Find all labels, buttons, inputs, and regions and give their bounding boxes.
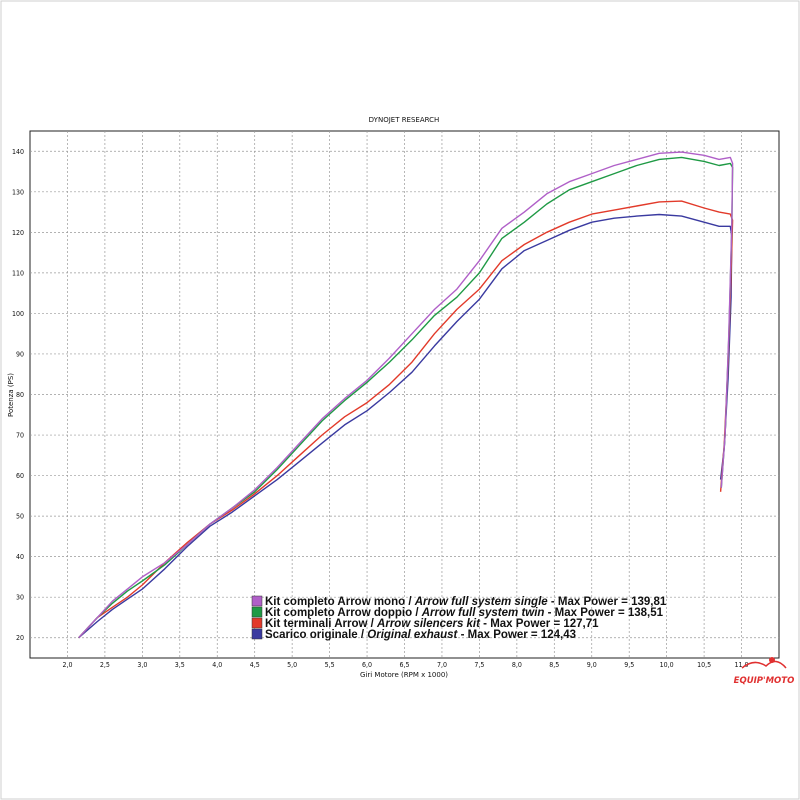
legend-entry-originale: Scarico originale / Original exhaust - M… xyxy=(265,629,576,641)
chart-title: DYNOJET RESEARCH xyxy=(369,116,440,124)
y-tick-label: 50 xyxy=(16,513,24,521)
series-line-terminali xyxy=(78,200,734,639)
legend: Kit completo Arrow mono / Arrow full sys… xyxy=(251,595,667,641)
x-tick-label: 11,0 xyxy=(735,661,749,669)
watermark-text: EQUIP'MOTO xyxy=(734,676,795,686)
y-axis-title: Potenza (PS) xyxy=(7,373,15,417)
y-tick-labels: 20 30 40 50 60 70 80 90 100 110 120 130 140 xyxy=(12,148,24,642)
legend-entry-doppio: Kit completo Arrow doppio / Arrow full s… xyxy=(265,607,664,619)
x-tick-label: 10,0 xyxy=(660,661,674,669)
x-tick-label: 6,0 xyxy=(362,661,372,669)
x-axis-title: Giri Motore (RPM x 1000) xyxy=(360,671,448,679)
y-tick-label: 30 xyxy=(16,594,24,602)
y-tick-label: 110 xyxy=(12,269,24,277)
grid xyxy=(30,131,779,658)
y-tick-label: 60 xyxy=(16,472,24,480)
y-tick-label: 140 xyxy=(12,148,24,156)
legend-swatch-originale xyxy=(251,628,263,640)
y-tick-label: 130 xyxy=(12,188,24,196)
x-tick-label: 6,5 xyxy=(399,661,409,669)
series-line-originale xyxy=(78,213,733,639)
x-tick-label: 3,0 xyxy=(137,661,147,669)
legend-entry-mono: Kit completo Arrow mono / Arrow full sys… xyxy=(265,596,667,608)
y-tick-label: 120 xyxy=(12,229,24,237)
y-tick-label: 80 xyxy=(16,391,24,399)
y-tick-label: 90 xyxy=(16,350,24,358)
x-tick-label: 4,5 xyxy=(250,661,260,669)
x-tick-label: 3,5 xyxy=(175,661,185,669)
y-tick-label: 100 xyxy=(12,310,24,318)
x-tick-label: 5,5 xyxy=(325,661,335,669)
x-tick-labels: 2,0 2,5 3,0 3,5 4,0 4,5 5,0 5,5 6,0 6,5 7,0 7,5 8,0 8… xyxy=(62,661,748,669)
y-tick-label: 70 xyxy=(16,432,24,440)
legend-swatch-mono xyxy=(251,595,263,607)
x-tick-label: 8,0 xyxy=(512,661,522,669)
watermark-logo: EQUIP'MOTO xyxy=(734,657,795,686)
x-tick-label: 7,5 xyxy=(474,661,484,669)
series-line-mono xyxy=(78,151,734,639)
series-lines xyxy=(78,151,734,639)
x-tick-label: 2,5 xyxy=(100,661,110,669)
x-tick-label: 2,0 xyxy=(62,661,72,669)
x-tick-label: 8,5 xyxy=(549,661,559,669)
x-tick-label: 9,5 xyxy=(624,661,634,669)
x-tick-label: 5,0 xyxy=(287,661,297,669)
x-tick-label: 7,0 xyxy=(437,661,447,669)
legend-entry-terminali: Kit terminali Arrow / Arrow silencers ki… xyxy=(265,618,599,630)
legend-swatch-terminali xyxy=(251,617,263,629)
legend-swatch-doppio xyxy=(251,606,263,618)
y-tick-label: 40 xyxy=(16,553,24,561)
x-tick-label: 4,0 xyxy=(212,661,222,669)
x-tick-label: 9,0 xyxy=(587,661,597,669)
x-tick-label: 10,5 xyxy=(697,661,711,669)
y-tick-label: 20 xyxy=(16,634,24,642)
